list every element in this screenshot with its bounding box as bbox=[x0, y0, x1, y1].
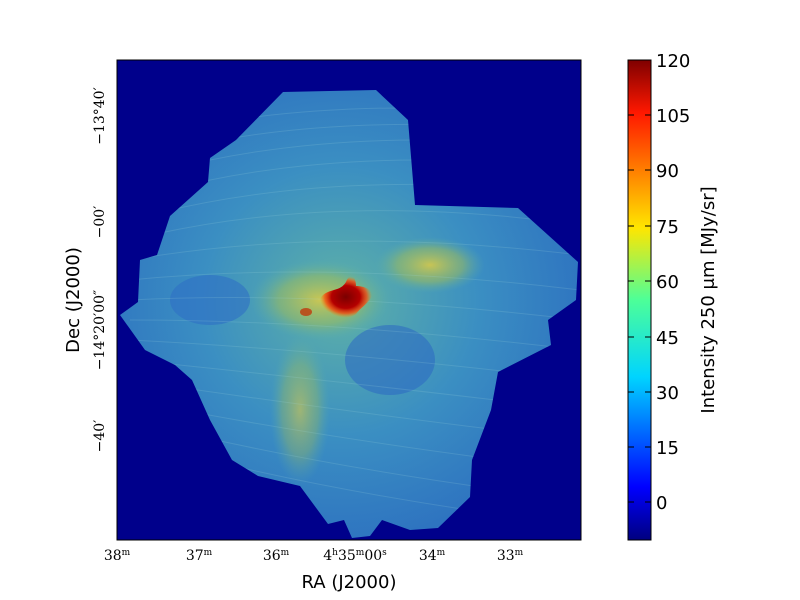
colorbar-tick-label: 45 bbox=[656, 328, 679, 349]
colorbar-gradient bbox=[627, 59, 652, 541]
y-tick-label: −40′ bbox=[92, 420, 108, 453]
y-axis-ticks: −13°40′ −00′ −14°20′00″ −40′ bbox=[92, 87, 108, 452]
colorbar-tick-label: 75 bbox=[656, 217, 679, 238]
x-tick-label: 38m bbox=[104, 548, 131, 564]
y-axis-title: Dec (J2000) bbox=[63, 247, 84, 353]
y-tick-label: −13°40′ bbox=[92, 87, 108, 145]
warm-filament-south bbox=[270, 335, 330, 485]
colorbar-tick-label: 90 bbox=[656, 161, 679, 182]
colorbar-tick-label: 15 bbox=[656, 438, 679, 459]
x-tick-label: 33m bbox=[497, 548, 524, 564]
colorbar: 120 105 90 75 60 45 30 15 0 Intensity 25… bbox=[627, 51, 719, 541]
x-axis-title: RA (J2000) bbox=[302, 572, 397, 593]
colorbar-label: Intensity 250 μm [MJy/sr] bbox=[698, 186, 719, 413]
x-tick-label: 37m bbox=[186, 548, 213, 564]
colorbar-tick-label: 120 bbox=[656, 51, 690, 72]
x-tick-label: 34m bbox=[419, 548, 446, 564]
dense-core bbox=[319, 276, 372, 318]
x-axis-ticks: 38m 37m 36m 4h35m00s 34m 33m bbox=[104, 548, 524, 564]
cool-patch-west bbox=[170, 275, 250, 325]
y-tick-label: −00′ bbox=[92, 206, 108, 239]
colorbar-tick-label: 60 bbox=[656, 272, 679, 293]
cool-patch-south bbox=[345, 325, 435, 395]
y-tick-label: −14°20′00″ bbox=[92, 290, 108, 371]
plot-frame bbox=[116, 59, 582, 541]
colorbar-tick-label: 0 bbox=[656, 493, 667, 514]
colorbar-ticks bbox=[628, 59, 651, 503]
core-knot bbox=[300, 308, 312, 316]
warm-ridge-east bbox=[375, 237, 485, 293]
x-tick-label: 4h35m00s bbox=[323, 548, 387, 564]
x-tick-label: 36m bbox=[263, 548, 290, 564]
colorbar-tick-label: 30 bbox=[656, 383, 679, 404]
colorbar-tick-label: 105 bbox=[656, 106, 690, 127]
